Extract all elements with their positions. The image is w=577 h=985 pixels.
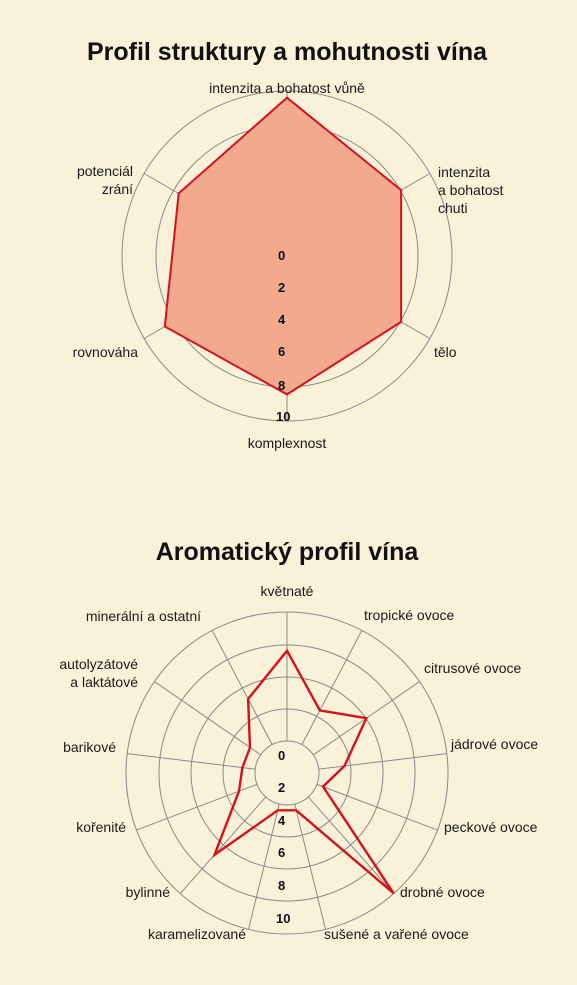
axis-label: peckové ovoce — [444, 819, 538, 835]
axis-label: kořenité — [76, 819, 126, 835]
axis-label: sušené a vařené ovoce — [324, 926, 469, 942]
axis-label: karamelizované — [148, 926, 246, 942]
axis-label: bylinné — [126, 884, 171, 900]
axis-spoke — [211, 630, 273, 745]
series-polygon — [211, 648, 395, 895]
axis-spoke — [294, 803, 327, 930]
axis-spoke — [316, 783, 438, 831]
tick-label: 0 — [278, 748, 285, 763]
tick-label: 10 — [276, 409, 290, 424]
axis-label-line: chuti — [438, 200, 468, 216]
axis-label: minerální a ostatní — [86, 608, 201, 624]
axis-spoke — [247, 803, 280, 930]
axis-label-line: potenciál — [77, 163, 133, 179]
grid-ring-1 — [254, 740, 320, 806]
axis-label: potenciál zrání — [77, 163, 133, 197]
axis-label: rovnováha — [73, 344, 139, 360]
axis-label-line: a laktátové — [70, 674, 138, 690]
axis-spoke — [318, 753, 447, 770]
axis-label-line: a bohatost — [438, 182, 503, 198]
axis-label: intenzita a bohatost vůně — [209, 80, 365, 96]
axis-label: intenzita a bohatost chuti — [438, 164, 503, 216]
tick-label: 8 — [278, 878, 285, 893]
tick-label: 8 — [278, 378, 285, 393]
axis-spoke — [127, 753, 256, 770]
axis-spoke — [179, 796, 267, 894]
tick-label: 6 — [278, 344, 285, 359]
axis-label-line: autolyzátové — [59, 656, 138, 672]
radar-chart-1: Profil struktury a mohutnosti vína 0 2 4 6 8 1… — [73, 38, 504, 451]
tick-label: 2 — [278, 280, 285, 295]
radar-chart-2: Aromatický profil vína 0 2 4 6 8 10 květnaté tro… — [59, 538, 538, 942]
tick-label: 10 — [276, 911, 290, 926]
axis-label: drobné ovoce — [400, 884, 485, 900]
axis-spoke — [136, 783, 258, 831]
axis-spoke — [301, 630, 363, 745]
chart-title: Aromatický profil vína — [156, 538, 420, 566]
axis-label: autolyzátové a laktátové — [59, 656, 138, 690]
axis-label-line: zrání — [102, 181, 133, 197]
tick-label: 0 — [278, 248, 285, 263]
chart-title: Profil struktury a mohutnosti vína — [87, 38, 488, 66]
axis-label: květnaté — [261, 583, 314, 599]
tick-label: 4 — [278, 312, 286, 327]
axis-label-line: intenzita — [438, 164, 490, 180]
tick-label: 6 — [278, 845, 285, 860]
axis-label: tělo — [434, 344, 457, 360]
axis-spoke — [307, 796, 395, 894]
axis-label: barikové — [63, 739, 116, 755]
axis-label: komplexnost — [248, 435, 327, 451]
tick-label: 4 — [278, 813, 286, 828]
tick-label: 2 — [278, 780, 285, 795]
axis-label: tropické ovoce — [364, 607, 454, 623]
axis-spoke — [154, 681, 261, 756]
axis-label: citrusové ovoce — [424, 660, 521, 676]
axis-label: jádrové ovoce — [450, 736, 538, 752]
